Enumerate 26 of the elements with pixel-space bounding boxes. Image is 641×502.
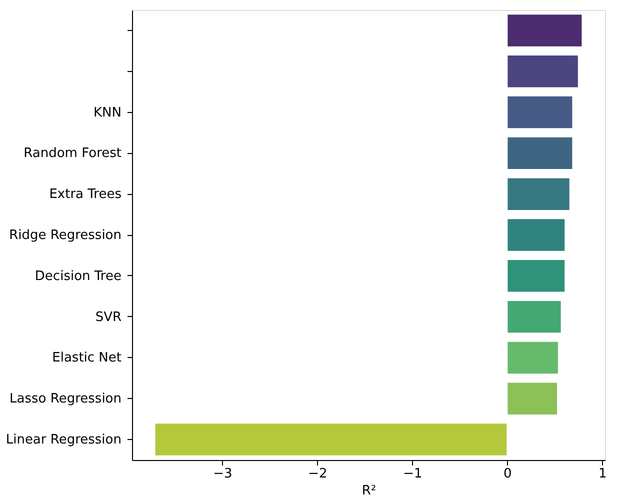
- y-tick-label: Linear Regression: [6, 432, 122, 448]
- y-tick-label: Lasso Regression: [10, 392, 122, 407]
- bar: [506, 259, 566, 293]
- x-axis-title: R²: [362, 484, 376, 498]
- x-tick-label: 0: [504, 466, 512, 482]
- bar: [506, 340, 559, 375]
- y-tick-label: Ridge Regression: [9, 228, 122, 243]
- y-tick-label: Random Forest: [24, 146, 122, 162]
- bar: [506, 95, 574, 130]
- y-tick-label: Decision Tree: [34, 268, 122, 284]
- bar: [506, 14, 583, 48]
- bar: [506, 218, 566, 252]
- bar: [506, 177, 570, 211]
- x-tick-label: −2: [308, 466, 328, 482]
- x-tick-label: 1: [598, 466, 607, 482]
- bar: [506, 54, 579, 88]
- y-tick-label: KNN: [94, 105, 122, 120]
- bar: [506, 382, 558, 416]
- bar: [506, 136, 574, 170]
- y-tick-label: SVR: [95, 310, 122, 325]
- bar: [506, 300, 562, 334]
- y-tick-label: Elastic Net: [52, 350, 122, 366]
- x-tick-label: −3: [213, 466, 232, 482]
- x-tick-label: −1: [403, 466, 422, 482]
- bar: [154, 422, 508, 456]
- y-tick-label: Extra Trees: [49, 187, 122, 202]
